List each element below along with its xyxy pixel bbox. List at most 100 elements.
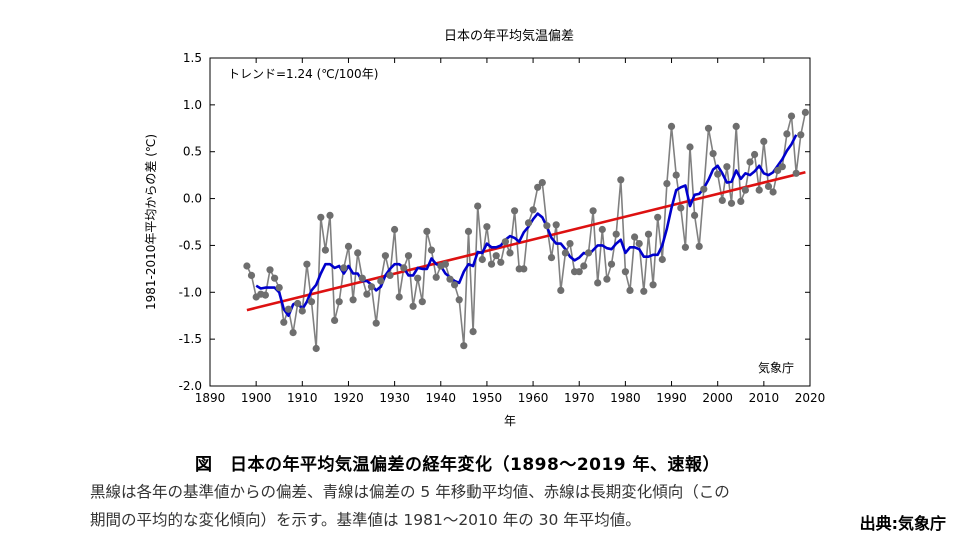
x-tick-label: 1990 bbox=[656, 391, 687, 405]
annual-point bbox=[737, 197, 745, 205]
annual-point bbox=[326, 211, 334, 219]
annual-point bbox=[566, 240, 574, 248]
x-tick-label: 2020 bbox=[795, 391, 826, 405]
annual-point bbox=[284, 305, 293, 313]
plot-frame bbox=[209, 57, 811, 387]
annual-point bbox=[691, 211, 699, 219]
annual-point bbox=[677, 204, 685, 212]
x-tick-label: 1970 bbox=[564, 391, 595, 405]
annual-point bbox=[432, 273, 440, 281]
annual-point bbox=[801, 108, 810, 116]
annual-point bbox=[294, 299, 302, 308]
x-tick-label: 1940 bbox=[425, 391, 456, 405]
annual-point bbox=[446, 275, 454, 283]
annual-point bbox=[783, 130, 791, 138]
annual-point bbox=[580, 262, 588, 270]
y-tick-label: -1.0 bbox=[179, 285, 202, 299]
annual-point bbox=[261, 291, 269, 299]
annual-point bbox=[247, 271, 256, 279]
annual-point bbox=[464, 227, 473, 235]
annual-point bbox=[363, 290, 371, 298]
annual-point bbox=[510, 207, 519, 215]
annual-point bbox=[751, 150, 759, 159]
annual-point bbox=[497, 258, 505, 266]
annual-point bbox=[635, 240, 643, 248]
annual-point bbox=[695, 242, 703, 250]
x-axis-ticks: 1890 1900 1910 1920 1930 1940 1950 1960 1970 1980… bbox=[195, 58, 826, 405]
annual-point bbox=[787, 112, 796, 120]
annual-point bbox=[451, 281, 459, 289]
annual-point bbox=[529, 206, 537, 214]
description-line-1: 黒線は各年の基準値からの偏差、青線は偏差の 5 年移動平均値、赤線は長期変化傾向… bbox=[90, 483, 730, 501]
annual-point bbox=[631, 233, 639, 241]
annual-point bbox=[492, 252, 500, 260]
annual-point bbox=[349, 296, 357, 304]
x-axis-label: 年 bbox=[504, 414, 516, 428]
x-tick-label: 1980 bbox=[610, 391, 641, 405]
annual-point bbox=[718, 196, 726, 204]
x-tick-label: 1900 bbox=[241, 391, 272, 405]
annual-point bbox=[561, 249, 570, 257]
annual-point bbox=[778, 163, 786, 171]
annual-point bbox=[372, 319, 380, 327]
annual-point bbox=[460, 342, 468, 350]
annual-point bbox=[769, 188, 777, 196]
annual-point bbox=[441, 260, 449, 268]
annual-point bbox=[414, 274, 422, 282]
temperature-anomaly-chart: 日本の年平均気温偏差 1890 1900 1910 1920 1930 1940 1950 1… bbox=[144, 28, 826, 428]
annual-point bbox=[663, 180, 671, 188]
annual-point bbox=[727, 199, 736, 207]
annual-point bbox=[654, 213, 662, 221]
annual-point bbox=[520, 265, 528, 273]
annual-point bbox=[589, 207, 597, 215]
y-tick-label: 0.0 bbox=[183, 192, 202, 206]
y-tick-label: 1.5 bbox=[183, 51, 202, 65]
annual-point bbox=[764, 182, 773, 190]
annual-point bbox=[621, 268, 630, 276]
annual-point bbox=[760, 137, 768, 145]
annual-point bbox=[538, 179, 546, 187]
annual-point bbox=[506, 249, 514, 257]
annual-point bbox=[704, 124, 713, 132]
annual-point bbox=[340, 264, 348, 272]
annual-point bbox=[543, 222, 551, 230]
annual-point bbox=[594, 279, 602, 287]
annual-point bbox=[469, 328, 477, 336]
annual-point bbox=[640, 287, 648, 295]
annual-point bbox=[367, 283, 376, 291]
annual-point bbox=[552, 221, 560, 229]
annual-point bbox=[312, 344, 320, 353]
annual-point bbox=[321, 246, 329, 254]
annual-point bbox=[501, 238, 509, 246]
annual-point bbox=[298, 307, 306, 315]
annual-point bbox=[474, 202, 482, 210]
x-tick-label: 2010 bbox=[749, 391, 780, 405]
annual-point bbox=[455, 296, 463, 304]
x-tick-label: 1890 bbox=[195, 391, 226, 405]
description-line-2: 期間の平均的な変化傾向）を示す。基準値は 1981〜2010 年の 30 年平均… bbox=[90, 511, 641, 529]
annual-point bbox=[280, 318, 288, 326]
annual-point bbox=[395, 293, 403, 301]
annual-point bbox=[344, 242, 353, 250]
annual-point bbox=[557, 286, 565, 294]
annual-point bbox=[644, 230, 653, 238]
annual-point bbox=[667, 122, 676, 130]
annual-point bbox=[307, 298, 316, 306]
annual-point bbox=[409, 302, 417, 310]
annual-point bbox=[723, 163, 731, 171]
annual-point bbox=[584, 249, 593, 257]
annual-point bbox=[331, 316, 339, 324]
x-tick-label: 1910 bbox=[287, 391, 318, 405]
y-tick-label: -1.5 bbox=[179, 332, 202, 346]
annual-point bbox=[792, 169, 800, 177]
annual-point bbox=[524, 219, 533, 227]
x-tick-label: 1930 bbox=[379, 391, 410, 405]
trend-line bbox=[246, 171, 806, 312]
annual-point bbox=[404, 252, 413, 260]
annual-point bbox=[732, 122, 740, 130]
annual-point bbox=[547, 254, 556, 262]
source-credit: 出典:気象庁 bbox=[859, 514, 946, 533]
y-tick-label: 0.5 bbox=[183, 145, 202, 159]
annual-point bbox=[575, 268, 583, 276]
annual-point bbox=[709, 150, 717, 158]
